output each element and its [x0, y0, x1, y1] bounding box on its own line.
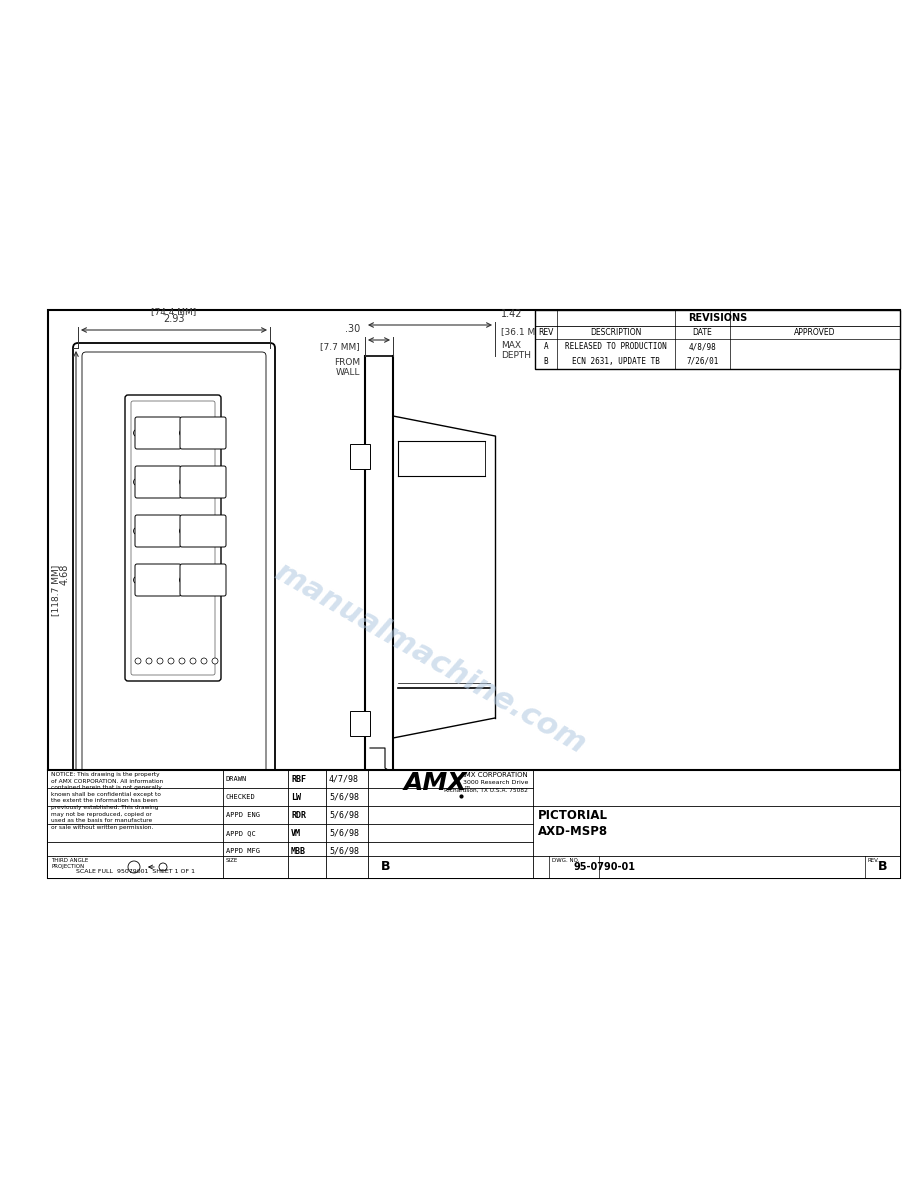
FancyBboxPatch shape [135, 564, 181, 596]
FancyBboxPatch shape [73, 343, 275, 821]
Text: CHECKED: CHECKED [226, 794, 256, 800]
Text: RBF: RBF [291, 775, 306, 784]
FancyBboxPatch shape [135, 466, 181, 498]
Text: THIRD ANGLE
PROJECTION: THIRD ANGLE PROJECTION [51, 858, 88, 870]
Bar [48, 770, 900, 878]
Text: [36.1 MM]: [36.1 MM] [501, 327, 546, 336]
Bar [350, 443, 370, 468]
Text: 5/6/98: 5/6/98 [329, 828, 359, 838]
Text: FROM
WALL: FROM WALL [334, 358, 360, 378]
Text: manualmachine.com: manualmachine.com [269, 557, 591, 759]
Circle shape [133, 576, 140, 583]
Text: 1.42: 1.42 [501, 309, 522, 320]
Text: 95-0790-01: 95-0790-01 [573, 862, 635, 872]
Circle shape [212, 658, 218, 664]
Text: PICTORIAL: PICTORIAL [538, 809, 608, 822]
Text: 3000 Research Drive: 3000 Research Drive [463, 781, 528, 785]
Text: 4.68: 4.68 [60, 563, 70, 584]
Text: DRAWN: DRAWN [226, 776, 247, 782]
Circle shape [157, 658, 163, 664]
Text: 5/6/98: 5/6/98 [329, 792, 359, 802]
Text: 7/26/01: 7/26/01 [687, 358, 719, 366]
Circle shape [133, 527, 140, 535]
Circle shape [168, 658, 174, 664]
Text: 4/8/98: 4/8/98 [688, 342, 716, 350]
Text: SCALE FULL  95079001  SHEET 1 OF 1: SCALE FULL 95079001 SHEET 1 OF 1 [76, 868, 195, 874]
Text: DESCRIPTION: DESCRIPTION [590, 328, 642, 337]
Text: RDR: RDR [291, 810, 306, 820]
Circle shape [133, 430, 140, 436]
Text: 5/6/98: 5/6/98 [329, 810, 359, 820]
FancyBboxPatch shape [180, 417, 226, 449]
Text: RELEASED TO PRODUCTION: RELEASED TO PRODUCTION [565, 342, 666, 350]
Text: 4/7/98: 4/7/98 [329, 775, 359, 784]
Text: VM: VM [291, 828, 301, 838]
Text: REV.: REV. [868, 858, 879, 862]
Circle shape [201, 658, 207, 664]
Circle shape [180, 576, 186, 583]
Circle shape [180, 479, 186, 486]
Text: REV: REV [538, 328, 554, 337]
Text: NOTICE: This drawing is the property
of AMX CORPORATION. All information
contain: NOTICE: This drawing is the property of … [51, 772, 163, 829]
FancyBboxPatch shape [135, 516, 181, 546]
FancyBboxPatch shape [125, 394, 221, 681]
Bar [350, 710, 370, 735]
Text: APPD ENG: APPD ENG [226, 813, 260, 819]
Circle shape [180, 430, 186, 436]
Text: MAX
DEPTH: MAX DEPTH [501, 341, 531, 360]
Text: MBB: MBB [291, 847, 306, 855]
Text: 2.93: 2.93 [163, 314, 185, 324]
Circle shape [180, 527, 186, 535]
Text: [74.4 MM]: [74.4 MM] [151, 307, 196, 316]
Text: ECN 2631, UPDATE TB: ECN 2631, UPDATE TB [572, 358, 660, 366]
Text: REVISIONS: REVISIONS [688, 312, 747, 323]
FancyBboxPatch shape [180, 516, 226, 546]
Bar [535, 310, 900, 369]
FancyBboxPatch shape [180, 564, 226, 596]
Text: ™: ™ [464, 785, 471, 791]
Text: 5/6/98: 5/6/98 [329, 847, 359, 855]
Text: APPROVED: APPROVED [794, 328, 835, 337]
Text: .30: .30 [345, 324, 360, 334]
Circle shape [133, 479, 140, 486]
Text: B: B [381, 860, 391, 873]
Circle shape [179, 658, 185, 664]
Text: AMX: AMX [404, 771, 467, 795]
FancyBboxPatch shape [180, 466, 226, 498]
Text: APPD QC: APPD QC [226, 830, 256, 836]
Text: SIZE: SIZE [226, 858, 239, 862]
Circle shape [135, 658, 141, 664]
Text: [118.7 MM]: [118.7 MM] [51, 564, 60, 615]
Text: Richardson, TX U.S.A. 75082: Richardson, TX U.S.A. 75082 [444, 788, 528, 794]
Circle shape [190, 658, 196, 664]
FancyBboxPatch shape [135, 417, 181, 449]
Text: DWG. NO.: DWG. NO. [552, 858, 579, 862]
Text: B: B [543, 358, 548, 366]
Text: APPD MFG: APPD MFG [226, 848, 260, 854]
Text: A: A [543, 342, 548, 350]
Bar [48, 310, 900, 878]
Text: B: B [878, 860, 888, 873]
Text: DATE: DATE [692, 328, 712, 337]
Circle shape [146, 658, 152, 664]
Text: AXD-MSP8: AXD-MSP8 [538, 824, 608, 838]
Text: AMX CORPORATION: AMX CORPORATION [460, 772, 528, 778]
Text: LW: LW [291, 792, 301, 802]
Text: [7.7 MM]: [7.7 MM] [320, 342, 360, 350]
